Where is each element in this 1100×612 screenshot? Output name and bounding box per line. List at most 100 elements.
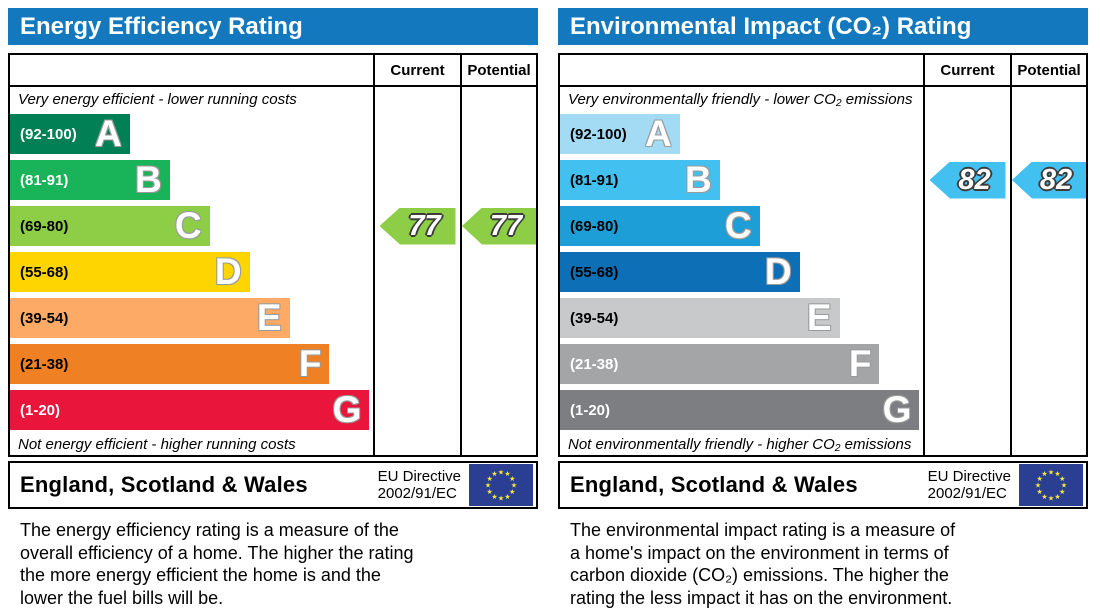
band-row-b: (81-91) B 82 82 <box>560 157 1086 203</box>
svg-text:★: ★ <box>1054 493 1060 501</box>
top-note-row: Very energy efficient - lower running co… <box>10 87 536 111</box>
svg-text:★: ★ <box>1041 493 1047 501</box>
svg-text:★: ★ <box>1059 475 1065 483</box>
band-d-letter: D <box>214 251 242 292</box>
svg-text:★: ★ <box>485 482 491 490</box>
column-header-row: Current Potential <box>10 55 536 87</box>
svg-text:★: ★ <box>487 475 493 483</box>
band-row-e: (39-54) E <box>560 295 1086 341</box>
band-d: (55-68) D <box>560 252 800 292</box>
svg-text:★: ★ <box>504 470 510 478</box>
spacer-cell <box>560 55 923 85</box>
current-rating-value: 77 <box>408 209 441 242</box>
svg-text:★: ★ <box>1061 482 1067 490</box>
band-row-c: (69-80) C <box>560 203 1086 249</box>
eu-flag-icon: ★ ★★ ★★★ ★★★ ★★★ <box>469 464 533 506</box>
svg-text:★: ★ <box>1054 470 1060 478</box>
band-c-range: (69-80) <box>20 217 69 235</box>
column-header-row: Current Potential <box>560 55 1086 87</box>
region-label: England, Scotland & Wales <box>20 472 308 497</box>
current-column-header: Current <box>373 55 460 85</box>
svg-text:★: ★ <box>1037 475 1043 483</box>
band-d: (55-68) D <box>10 252 250 292</box>
band-a-letter: A <box>95 113 122 154</box>
band-b: (81-91) B <box>10 160 170 200</box>
band-row-d: (55-68) D <box>560 249 1086 295</box>
current-rating-arrow: 82 <box>929 161 1006 199</box>
band-row-g: (1-20) G <box>560 387 1086 433</box>
potential-column-header: Potential <box>460 55 536 85</box>
jurisdiction-footer: England, Scotland & Wales EU Directive 2… <box>8 461 538 509</box>
svg-text:★: ★ <box>504 493 510 501</box>
environmental-impact-panel: Environmental Impact (CO₂) Rating Curren… <box>558 8 1088 609</box>
band-row-d: (55-68) D <box>10 249 536 295</box>
top-note: Very environmentally friendly - lower CO… <box>568 90 913 108</box>
band-g: (1-20) G <box>10 389 370 430</box>
jurisdiction-footer: England, Scotland & Wales EU Directive 2… <box>558 461 1088 509</box>
band-f: (21-38) F <box>560 343 880 384</box>
environmental-rating-table: Current Potential Very environmentally f… <box>558 53 1088 457</box>
potential-rating-arrow: 77 <box>462 207 536 245</box>
band-row-b: (81-91) B <box>10 157 536 203</box>
region-label: England, Scotland & Wales <box>570 472 858 497</box>
band-row-f: (21-38) F <box>560 341 1086 387</box>
bottom-note-row: Not energy efficient - higher running co… <box>10 433 536 455</box>
top-note-row: Very environmentally friendly - lower CO… <box>560 87 1086 111</box>
potential-rating-value: 77 <box>489 209 523 242</box>
band-a: (92-100) A <box>560 114 680 154</box>
band-a-letter: A <box>645 113 672 154</box>
band-e: (39-54) E <box>10 298 290 338</box>
svg-text:★: ★ <box>498 495 504 503</box>
band-a: (92-100) A <box>10 114 130 154</box>
band-f-range: (21-38) <box>570 355 619 373</box>
current-column-header: Current <box>923 55 1010 85</box>
band-e-letter: E <box>806 297 832 338</box>
band-f-range: (21-38) <box>20 355 69 373</box>
spacer-cell <box>10 55 373 85</box>
band-c-range: (69-80) <box>570 217 619 235</box>
band-c: (69-80) C <box>560 206 760 246</box>
eu-flag-icon: ★ ★★ ★★★ ★★★ ★★★ <box>1019 464 1083 506</box>
band-e-letter: E <box>256 297 282 338</box>
svg-text:★: ★ <box>509 488 515 496</box>
potential-rating-value: 82 <box>1039 163 1073 196</box>
svg-text:★: ★ <box>491 493 497 501</box>
band-c-letter: C <box>174 205 202 246</box>
eu-directive-label: EU Directive 2002/91/EC <box>377 468 461 502</box>
band-b: (81-91) B <box>560 160 720 200</box>
energy-panel-title: Energy Efficiency Rating <box>8 8 538 45</box>
current-rating-arrow: 77 <box>379 207 456 245</box>
band-e-range: (39-54) <box>570 309 619 327</box>
band-b-range: (81-91) <box>570 171 619 189</box>
top-note: Very energy efficient - lower running co… <box>18 90 297 108</box>
band-row-g: (1-20) G <box>10 387 536 433</box>
band-f-letter: F <box>848 343 872 384</box>
band-row-a: (92-100) A <box>560 111 1086 157</box>
band-g: (1-20) G <box>560 390 920 430</box>
eu-directive-label: EU Directive 2002/91/EC <box>927 468 1011 502</box>
band-b-range: (81-91) <box>20 171 69 189</box>
band-f: (21-38) F <box>10 344 330 384</box>
band-a-range: (92-100) <box>570 125 627 143</box>
band-a-range: (92-100) <box>20 125 77 143</box>
band-e-range: (39-54) <box>20 309 69 327</box>
energy-efficiency-panel: Energy Efficiency Rating Current Potenti… <box>8 8 538 609</box>
svg-text:★: ★ <box>1041 470 1047 478</box>
band-g-letter: G <box>332 389 362 430</box>
band-b-letter: B <box>684 159 712 200</box>
potential-column-header: Potential <box>1010 55 1086 85</box>
band-row-e: (39-54) E <box>10 295 536 341</box>
band-b-letter: B <box>134 159 162 200</box>
svg-text:★: ★ <box>1048 469 1054 477</box>
band-g-range: (1-20) <box>20 401 61 419</box>
current-rating-value: 82 <box>958 163 991 196</box>
potential-rating-arrow: 82 <box>1012 161 1086 199</box>
svg-text:★: ★ <box>1048 495 1054 503</box>
band-d-range: (55-68) <box>20 263 69 281</box>
band-g-range: (1-20) <box>570 401 611 419</box>
band-row-c: (69-80) C 77 77 <box>10 203 536 249</box>
svg-text:★: ★ <box>1059 488 1065 496</box>
bottom-note: Not environmentally friendly - higher CO… <box>568 435 912 453</box>
svg-text:★: ★ <box>491 470 497 478</box>
